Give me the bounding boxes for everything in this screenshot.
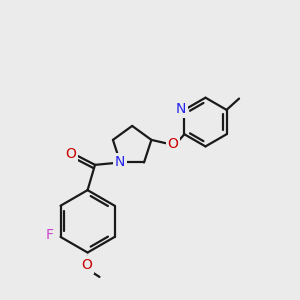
Text: N: N (176, 102, 186, 116)
Text: O: O (65, 147, 76, 161)
Text: F: F (45, 229, 53, 242)
Text: O: O (82, 258, 92, 272)
Text: N: N (115, 155, 125, 169)
Text: O: O (167, 137, 178, 151)
